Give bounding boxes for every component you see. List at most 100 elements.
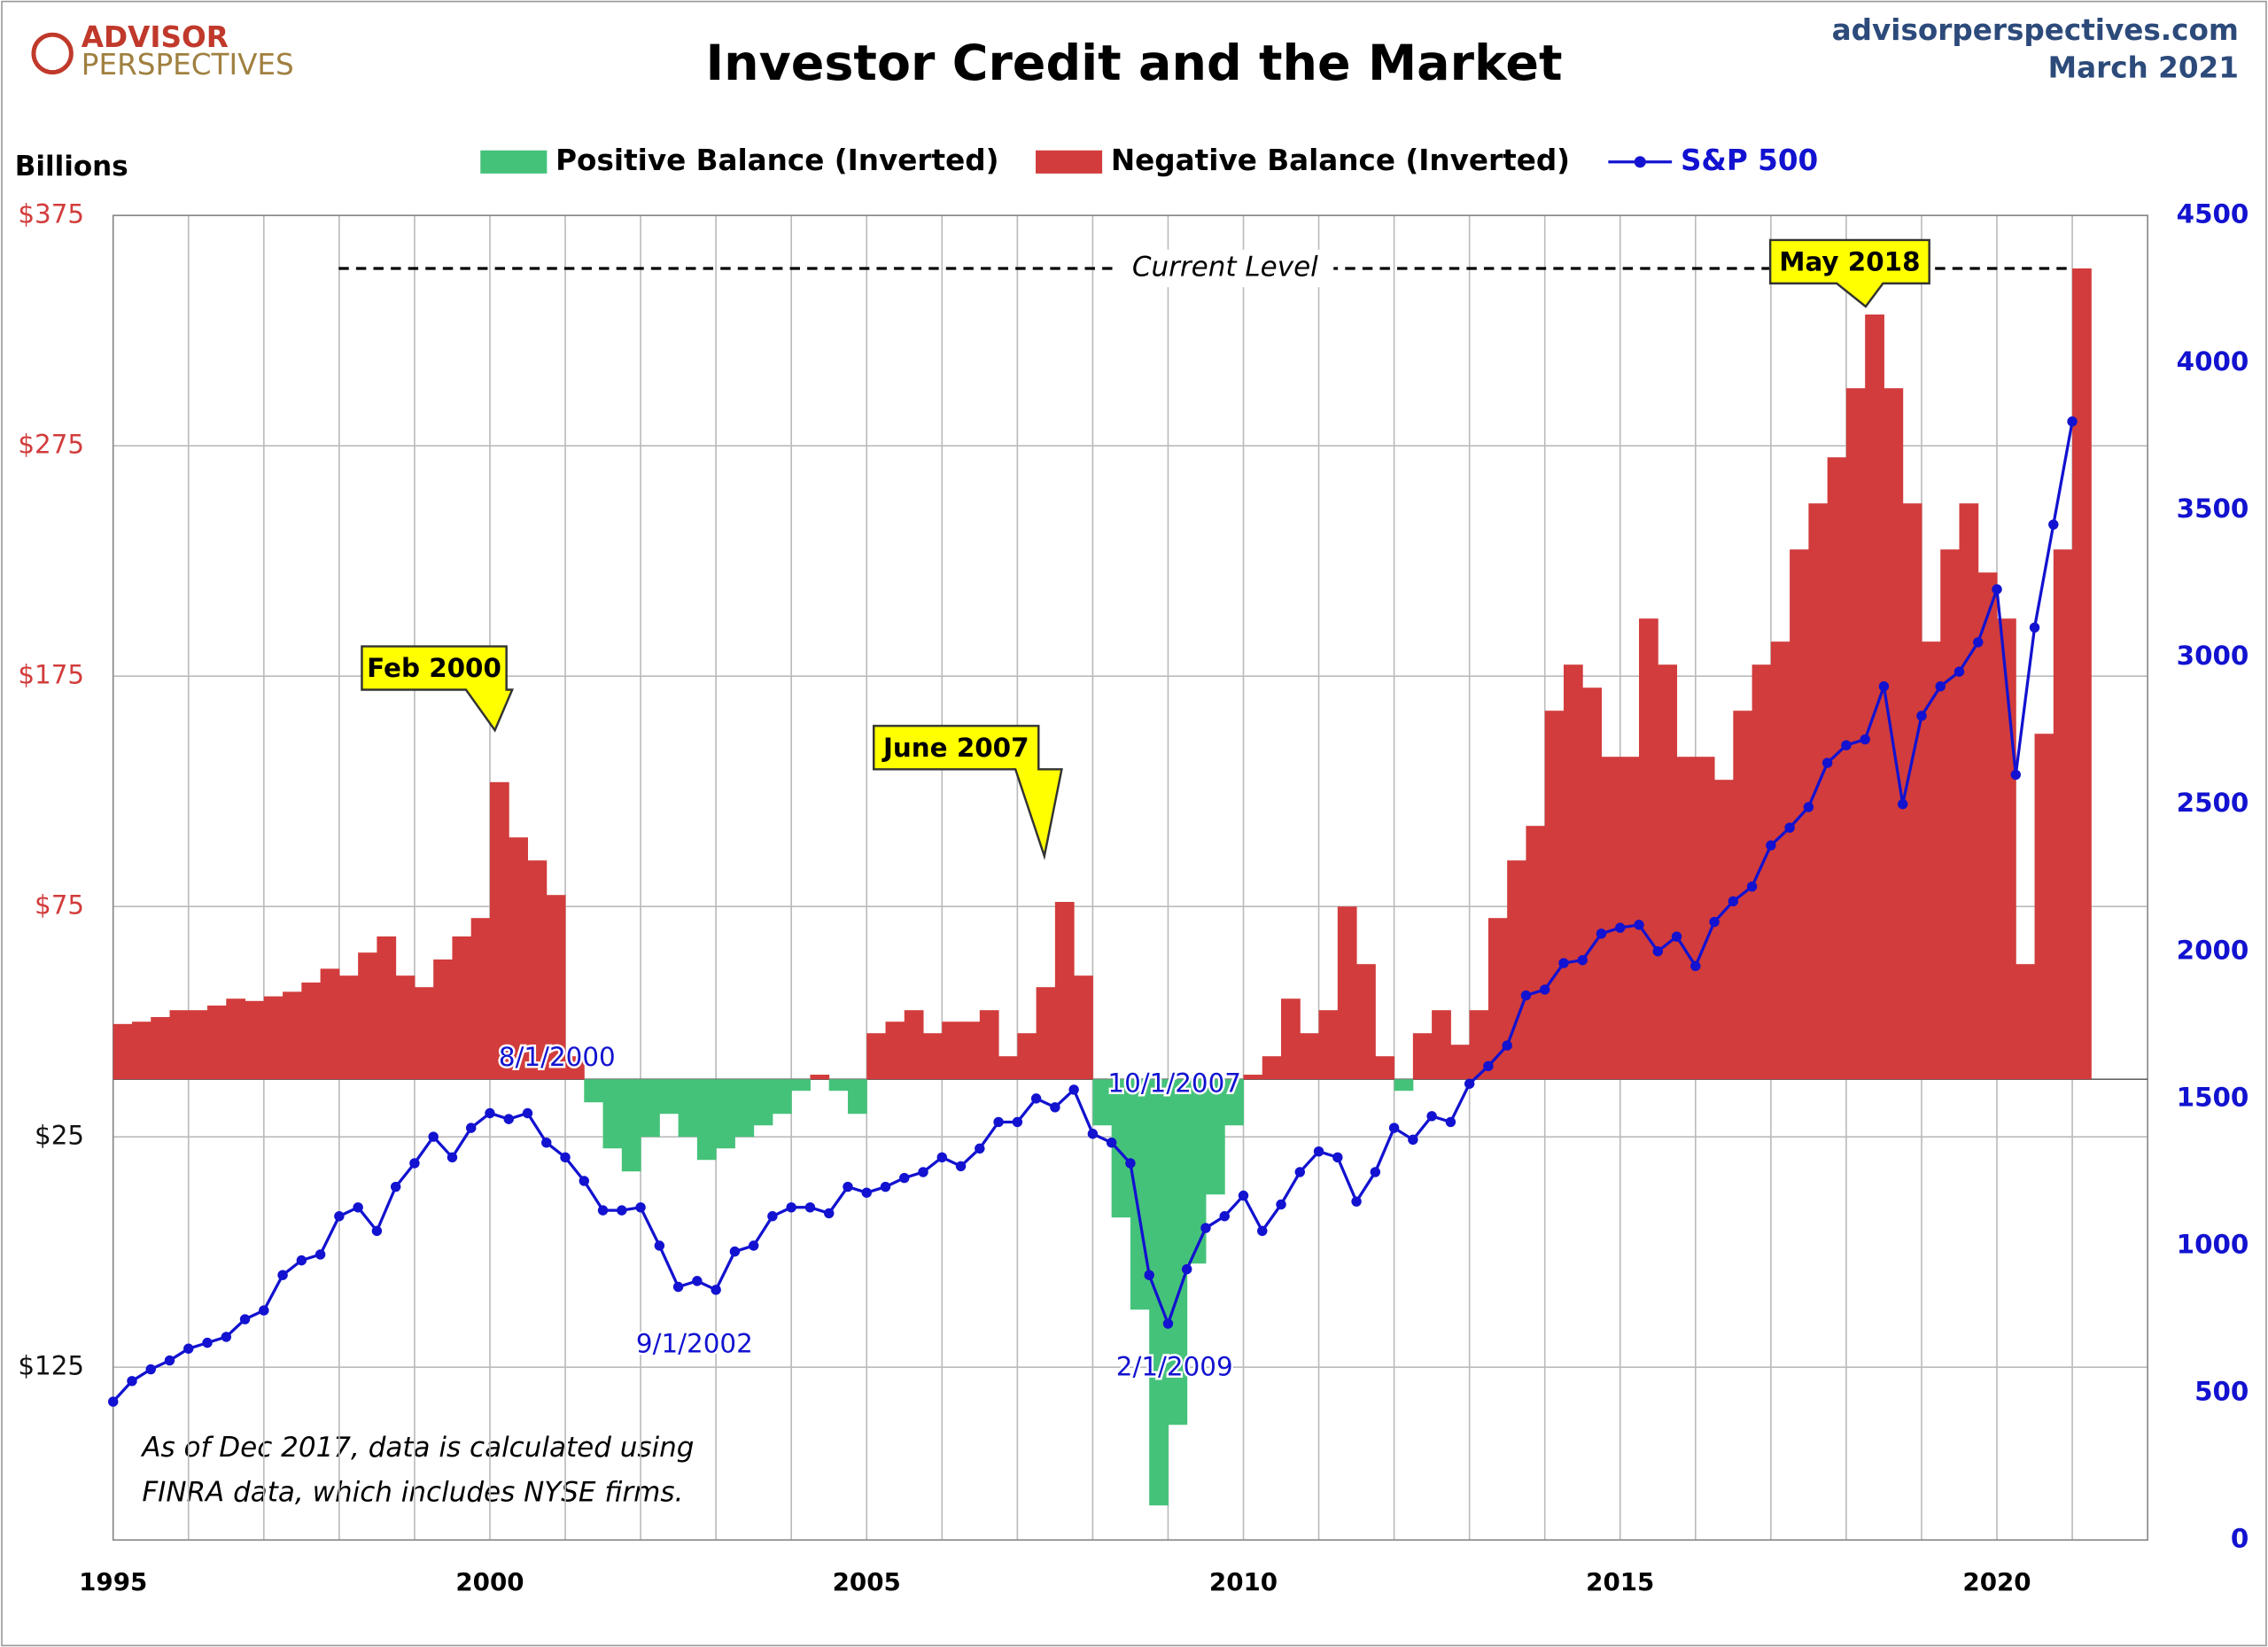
note: As of Dec 2017, data is calculated using [140, 1432, 694, 1464]
point [541, 1137, 552, 1148]
point [729, 1246, 741, 1257]
y2-tick-label: 3000 [2177, 641, 2249, 671]
bar [1827, 457, 1847, 1080]
bar [1563, 664, 1583, 1080]
point [334, 1211, 345, 1222]
bar [2016, 964, 2036, 1080]
legend-label: S&P 500 [1681, 144, 1818, 177]
bar [621, 1079, 641, 1172]
legend-label: Negative Balance (Inverted) [1111, 144, 1570, 177]
bar [1017, 1033, 1037, 1080]
point [1615, 922, 1626, 933]
bar [866, 1033, 886, 1080]
bar [1205, 1079, 1225, 1195]
bar [979, 1010, 999, 1080]
bar [904, 1010, 924, 1080]
point [1294, 1167, 1305, 1177]
point [1577, 955, 1588, 966]
bar [263, 996, 284, 1080]
bar [1356, 964, 1376, 1080]
callout-box [1768, 238, 1930, 308]
point [1388, 1123, 1400, 1133]
y-tick-label: $25 [35, 1121, 84, 1151]
point [1238, 1190, 1249, 1201]
bar [696, 1079, 717, 1161]
bar [414, 987, 434, 1080]
point [993, 1116, 1004, 1128]
bar [1432, 1010, 1451, 1080]
point [465, 1123, 477, 1133]
point [1408, 1134, 1418, 1146]
bar [678, 1079, 698, 1138]
point [1897, 798, 1908, 810]
point [1426, 1111, 1437, 1122]
point [635, 1202, 646, 1213]
point [2010, 769, 2021, 781]
point [221, 1332, 232, 1342]
bar [960, 1022, 981, 1080]
bar [1054, 902, 1075, 1080]
point [1652, 946, 1663, 957]
point [560, 1152, 571, 1163]
bar [1168, 1079, 1188, 1426]
bar [1487, 918, 1508, 1080]
bar [998, 1056, 1018, 1080]
y2-tick-label: 500 [2194, 1377, 2249, 1407]
bar [602, 1079, 623, 1149]
callout-label: June 2007 [882, 733, 1029, 763]
bar [433, 959, 453, 1080]
point [2029, 622, 2040, 633]
y2-tick-label: 3500 [2177, 493, 2249, 524]
bar [395, 975, 416, 1080]
callout-label: May 2018 [1779, 247, 1920, 277]
logo-text: PERSPECTIVES [82, 48, 294, 82]
point [804, 1202, 816, 1213]
point [918, 1167, 928, 1177]
point [1502, 1040, 1512, 1051]
bar [509, 837, 528, 1080]
current-level-label: Current Level [1132, 251, 1318, 283]
y2-tick-label: 2000 [2177, 935, 2249, 965]
bar [245, 1000, 265, 1080]
bar [452, 936, 472, 1080]
bar [772, 1079, 792, 1115]
point [1935, 681, 1946, 692]
bar [1695, 757, 1715, 1080]
point [1841, 740, 1852, 750]
bar [1940, 549, 1960, 1080]
point [127, 1376, 137, 1387]
callout-label: Feb 2000 [367, 653, 501, 683]
bar [1751, 664, 1772, 1080]
point [428, 1131, 439, 1142]
legend-swatch [480, 150, 548, 174]
point [353, 1202, 363, 1213]
date-label: 9/1/2002 [636, 1328, 753, 1358]
point [164, 1355, 175, 1366]
bar [1770, 641, 1790, 1080]
point [955, 1161, 967, 1172]
point [1973, 637, 1984, 648]
bar [377, 936, 397, 1080]
bar [1526, 826, 1546, 1080]
point [1634, 920, 1644, 930]
point [748, 1240, 759, 1251]
point [597, 1205, 609, 1216]
point [1821, 757, 1833, 768]
point [503, 1114, 514, 1124]
point [2048, 519, 2059, 530]
legend-swatch [1634, 156, 1646, 168]
point [1690, 960, 1701, 972]
point [1558, 958, 1569, 968]
x-tick-label: 1995 [79, 1567, 147, 1597]
bar [283, 991, 302, 1080]
point [522, 1107, 533, 1119]
bar [734, 1079, 755, 1138]
point [1200, 1223, 1211, 1233]
source: advisorperspectives.com [1832, 13, 2239, 47]
point [1539, 984, 1550, 995]
bar [942, 1022, 962, 1080]
bar [207, 1006, 227, 1080]
point [692, 1276, 703, 1286]
x-tick-label: 2000 [455, 1567, 524, 1597]
